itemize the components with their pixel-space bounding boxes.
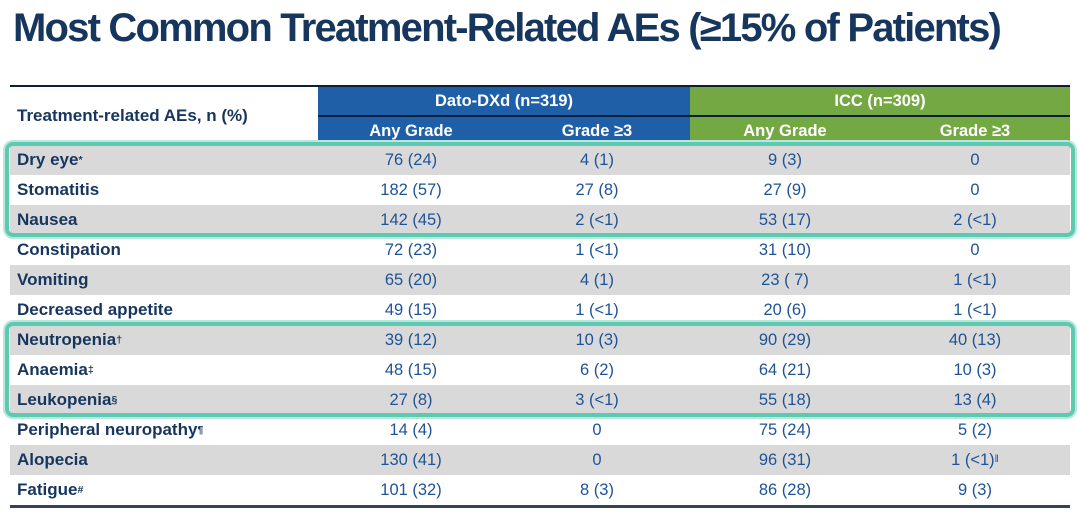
icc-grade3-value: 5 (2) (958, 420, 992, 439)
table-row-alopecia: Alopecia 130 (41) 0 96 (31) 1 (<1) ‖ (10, 445, 1070, 475)
dato-any-grade-value: 76 (24) (384, 150, 438, 169)
table-row-constipation: Constipation 72 (23) 1 (<1) 31 (10) 0 (10, 235, 1070, 265)
icc-grade3-value: 10 (3) (953, 360, 997, 379)
ae-label: Neutropenia † (17, 330, 123, 349)
icc-any-grade-value: 90 (29) (758, 330, 812, 349)
table-row-dry-eye: Dry eye * 76 (24) 4 (1) 9 (3) 0 (10, 145, 1070, 175)
table-header: Treatment-related AEs, n (%) Dato-DXd (n… (10, 87, 1070, 145)
dato-any-grade-value: 72 (23) (384, 240, 438, 259)
ae-label: Leukopenia § (17, 390, 118, 409)
icc-grade3-value: 0 (970, 240, 980, 259)
ae-label: Dry eye * (17, 150, 83, 169)
table-row-anaemia: Anaemia ‡ 48 (15) 6 (2) 64 (21) 10 (3) (10, 355, 1070, 385)
subheader-icc-grade3: Grade ≥3 (880, 117, 1070, 145)
ae-label: Anaemia ‡ (17, 360, 94, 379)
icc-grade3-value: 9 (3) (958, 480, 992, 499)
table-row-decreased-appetite: Decreased appetite 49 (15) 1 (<1) 20 (6)… (10, 295, 1070, 325)
dato-grade3-value: 0 (592, 420, 602, 439)
icc-any-grade-value: 86 (28) (758, 480, 812, 499)
dato-grade3-value: 2 (<1) (575, 210, 619, 229)
icc-any-grade-value: 31 (10) (758, 240, 812, 259)
icc-grade3-value: 0 (970, 180, 980, 199)
dato-any-grade-value: 48 (15) (384, 360, 438, 379)
dato-grade3-value: 1 (<1) (575, 300, 619, 319)
subheader-dato-any-grade: Any Grade (318, 117, 504, 145)
ae-label: Peripheral neuropathy ¶ (17, 420, 204, 439)
ae-label: Vomiting (17, 270, 89, 289)
table-row-leukopenia: Leukopenia § 27 (8) 3 (<1) 55 (18) 13 (4) (10, 385, 1070, 415)
dato-any-grade-value: 182 (57) (380, 180, 442, 199)
ae-label: Alopecia (17, 450, 88, 469)
icc-grade3-value: 13 (4) (953, 390, 997, 409)
dato-any-grade-value: 49 (15) (384, 300, 438, 319)
icc-any-grade-value: 27 (9) (763, 180, 807, 199)
icc-any-grade-value: 9 (3) (768, 150, 802, 169)
group-header-icc: ICC (n=309) (690, 87, 1070, 117)
dato-grade3-value: 10 (3) (575, 330, 619, 349)
icc-grade3-value: 0 (970, 150, 980, 169)
icc-any-grade-value: 20 (6) (763, 300, 807, 319)
icc-any-grade-value: 75 (24) (758, 420, 812, 439)
table-row-stomatitis: Stomatitis 182 (57) 27 (8) 27 (9) 0 (10, 175, 1070, 205)
icc-any-grade-value: 53 (17) (758, 210, 812, 229)
dato-any-grade-value: 101 (32) (380, 480, 442, 499)
dato-any-grade-value: 130 (41) (380, 450, 442, 469)
dato-any-grade-value: 14 (4) (389, 420, 433, 439)
dato-grade3-value: 4 (1) (580, 150, 614, 169)
dato-grade3-value: 6 (2) (580, 360, 614, 379)
icc-grade3-value: 2 (<1) (953, 210, 997, 229)
icc-any-grade-value: 96 (31) (758, 450, 812, 469)
table-body: Dry eye * 76 (24) 4 (1) 9 (3) 0 Stomatiti… (5, 142, 1075, 505)
subheader-icc-any-grade: Any Grade (690, 117, 880, 145)
dato-grade3-value: 0 (592, 450, 602, 469)
corner-header: Treatment-related AEs, n (%) (10, 87, 318, 145)
icc-grade3-value: 1 (<1) (953, 300, 997, 319)
ae-label: Decreased appetite (17, 300, 173, 319)
table-row-fatigue: Fatigue # 101 (32) 8 (3) 86 (28) 9 (3) (10, 475, 1070, 505)
dato-any-grade-value: 39 (12) (384, 330, 438, 349)
ae-table: Treatment-related AEs, n (%) Dato-DXd (n… (5, 85, 1075, 508)
dato-grade3-value: 1 (<1) (575, 240, 619, 259)
dato-any-grade-value: 27 (8) (389, 390, 433, 409)
icc-any-grade-value: 23 ( 7) (761, 270, 809, 289)
icc-grade3-value: 1 (<1) (953, 270, 997, 289)
table-row-vomiting: Vomiting 65 (20) 4 (1) 23 ( 7) 1 (<1) (10, 265, 1070, 295)
ae-label: Constipation (17, 240, 121, 259)
dato-grade3-value: 8 (3) (580, 480, 614, 499)
group-header-dato-dxd: Dato-DXd (n=319) (318, 87, 690, 117)
table-row-nausea: Nausea 142 (45) 2 (<1) 53 (17) 2 (<1) (10, 205, 1070, 235)
dato-any-grade-value: 142 (45) (380, 210, 442, 229)
dato-grade3-value: 4 (1) (580, 270, 614, 289)
dato-grade3-value: 27 (8) (575, 180, 619, 199)
ae-label: Nausea (17, 210, 78, 229)
icc-any-grade-value: 64 (21) (758, 360, 812, 379)
icc-grade3-value: 1 (<1) ‖ (951, 450, 999, 469)
page-title: Most Common Treatment-Related AEs (≥15% … (13, 6, 1002, 50)
icc-grade3-value: 40 (13) (948, 330, 1002, 349)
icc-any-grade-value: 55 (18) (758, 390, 812, 409)
table-row-peripheral-neuropathy: Peripheral neuropathy ¶ 14 (4) 0 75 (24) … (10, 415, 1070, 445)
dato-any-grade-value: 65 (20) (384, 270, 438, 289)
ae-label: Fatigue # (17, 480, 84, 499)
dato-grade3-value: 3 (<1) (575, 390, 619, 409)
ae-label: Stomatitis (17, 180, 100, 199)
table-row-neutropenia: Neutropenia † 39 (12) 10 (3) 90 (29) 40 (… (10, 325, 1070, 355)
subheader-dato-grade3: Grade ≥3 (504, 117, 690, 145)
